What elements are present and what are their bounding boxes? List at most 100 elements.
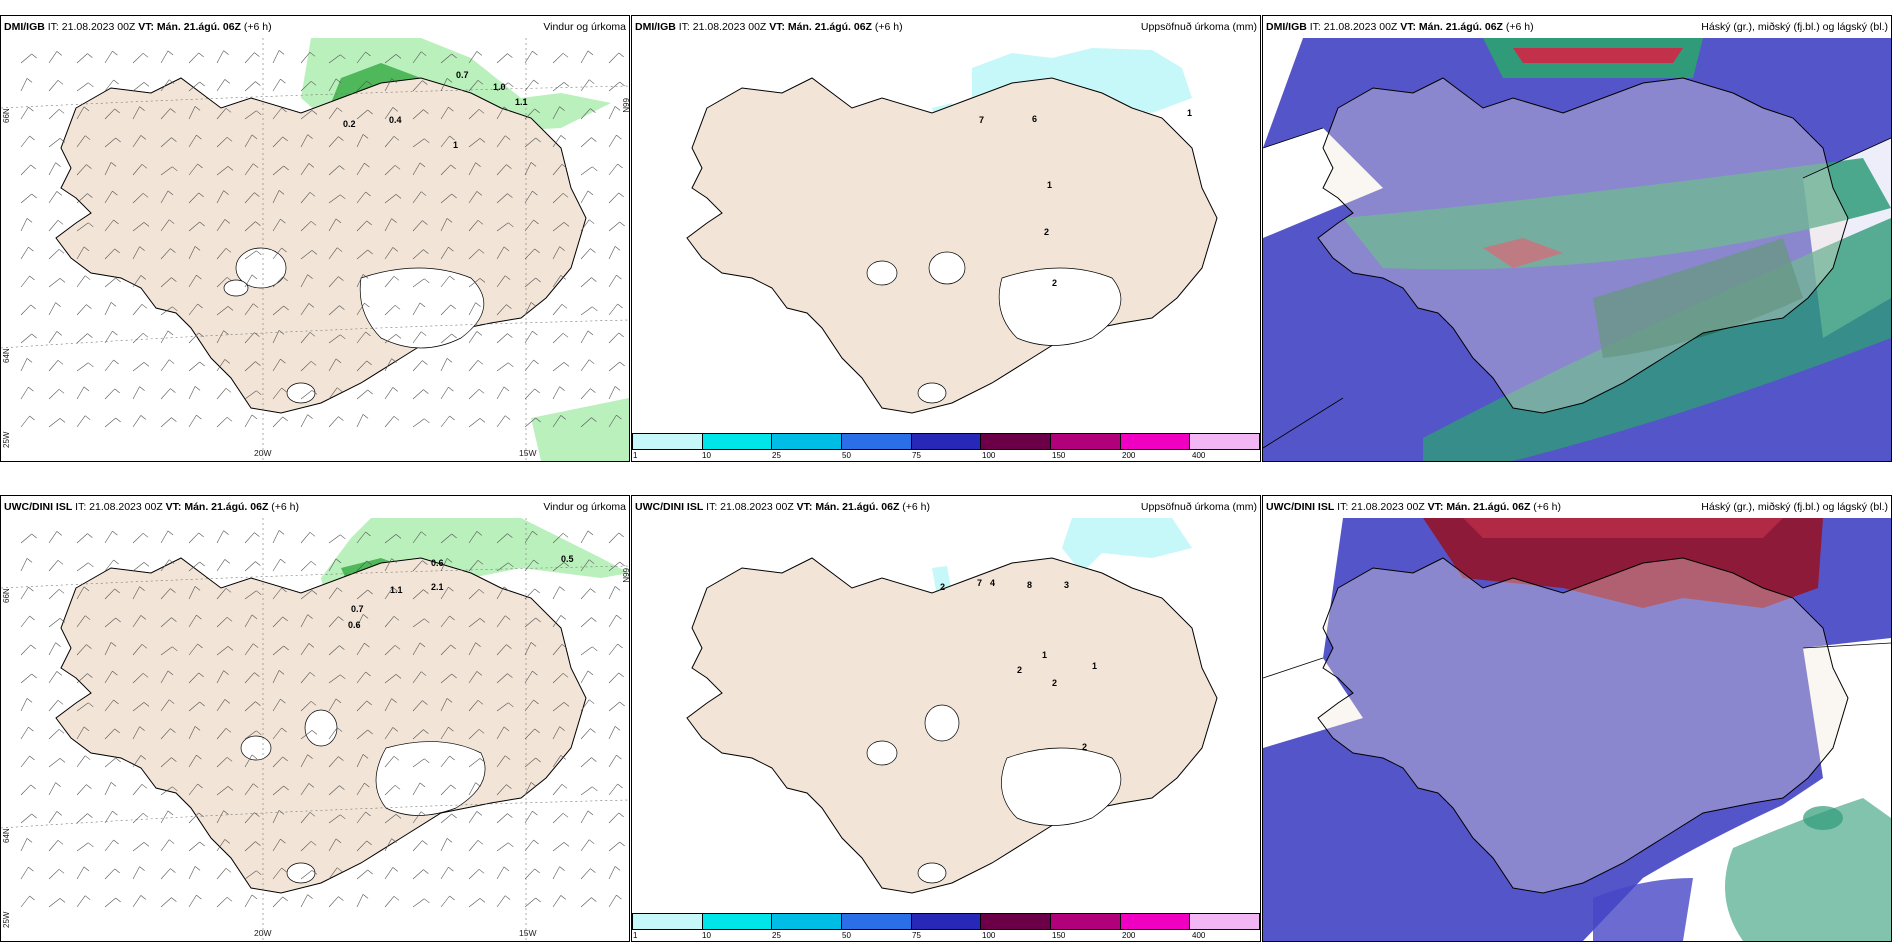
wind-barb-feather <box>505 615 511 620</box>
wind-barb <box>272 330 280 344</box>
wind-barb <box>524 642 532 656</box>
panel-header: UWC/DINI ISL IT: 21.08.2023 00Z VT: Mán.… <box>1 496 629 518</box>
wind-barb <box>160 277 172 288</box>
wind-barb-feather <box>224 219 230 224</box>
wind-barb <box>552 415 562 428</box>
wind-barb-feather <box>335 78 342 84</box>
wind-barb <box>580 728 591 740</box>
wind-barb <box>440 895 450 908</box>
wind-barb-feather <box>446 558 453 563</box>
wind-barb <box>244 783 254 796</box>
wind-barb-feather <box>367 729 373 735</box>
wind-barb-feather <box>587 50 594 56</box>
wind-barb <box>160 79 170 92</box>
wind-barb <box>216 897 228 908</box>
wind-barb-feather <box>58 109 65 114</box>
lon-label-15w: 15W <box>519 448 536 458</box>
wind-barb <box>328 867 338 880</box>
wind-barb <box>20 135 30 148</box>
wind-barb-feather <box>171 617 177 622</box>
wind-barb-feather <box>281 867 287 873</box>
valid-time: VT: Mán. 21.ágú. 06Z <box>1427 501 1531 513</box>
wind-barb-feather <box>199 221 205 227</box>
wind-barb-feather <box>227 646 234 651</box>
wind-barb-feather <box>143 702 150 707</box>
wind-barb <box>608 812 619 824</box>
wind-barb-feather <box>507 673 513 678</box>
wind-barb-feather <box>562 533 569 538</box>
wind-barb <box>608 246 616 260</box>
wind-barb-feather <box>421 531 427 536</box>
wind-barb-feather <box>114 728 120 734</box>
wind-barb <box>328 387 338 400</box>
lead-time: (+6 h) <box>1533 501 1562 513</box>
iceland-landmass <box>55 77 587 414</box>
panel-row1-wind: DMI/IGB IT: 21.08.2023 00Z VT: Mán. 21.á… <box>0 15 630 462</box>
wind-barb-feather <box>560 135 566 140</box>
wind-barb-feather <box>339 645 345 650</box>
wind-barb <box>496 702 509 712</box>
wind-barb <box>524 782 532 796</box>
wind-barb-feather <box>29 755 35 761</box>
wind-barb-feather <box>365 51 371 57</box>
wind-barb-feather <box>562 333 569 338</box>
value-labels: 7 6 1 1 2 2 <box>979 108 1192 288</box>
wind-barbs <box>20 50 625 428</box>
wind-barb-feather <box>226 897 233 902</box>
wind-barb-feather <box>449 275 455 281</box>
wind-barb <box>188 726 196 740</box>
wind-barb <box>412 869 424 880</box>
accum-precip-map: 2 7 4 8 3 1 2 1 2 2 <box>632 518 1260 913</box>
wind-barb <box>468 138 481 148</box>
colorbar: 1 10 25 50 75 100 150 200 400 <box>632 433 1260 461</box>
wind-barb-feather <box>508 702 514 708</box>
wind-barb-feather <box>362 894 369 899</box>
wind-barb <box>524 359 534 372</box>
wind-barb <box>244 163 254 176</box>
wind-barb <box>20 615 30 628</box>
wind-barb-feather <box>226 417 233 422</box>
wind-barb-feather <box>476 51 482 56</box>
wind-barb <box>244 730 257 740</box>
wind-barb <box>412 302 421 316</box>
wind-barb <box>552 813 564 824</box>
iceland-landmass <box>1317 77 1849 414</box>
wind-barb-feather <box>311 390 318 395</box>
wind-barb-feather <box>337 727 343 732</box>
wind-barb <box>580 137 592 148</box>
wind-barb-feather <box>280 838 286 844</box>
wind-barb <box>608 894 617 908</box>
wind-barb <box>384 136 395 148</box>
wind-barb <box>160 306 173 316</box>
wind-barb <box>496 164 507 176</box>
wind-barb-feather <box>254 812 260 817</box>
wind-barb <box>272 838 281 852</box>
wind-barb <box>552 106 560 120</box>
wind-barb-feather <box>114 248 120 254</box>
wind-barb <box>188 106 196 120</box>
wind-barb <box>356 191 366 204</box>
wind-barb-feather <box>226 757 233 762</box>
wind-barb-feather <box>58 869 65 874</box>
wind-barb-feather <box>253 303 259 308</box>
wind-barb-feather <box>559 866 565 871</box>
lat-label-64n: 64N <box>2 348 11 363</box>
wind-barb-feather <box>478 389 485 394</box>
wind-barb-feather <box>503 246 510 252</box>
wind-barb <box>552 333 564 344</box>
wind-barb-feather <box>503 386 510 392</box>
wind-barb-feather <box>139 246 145 251</box>
wind-barb-feather <box>223 330 229 335</box>
colorbar-tick: 50 <box>842 451 851 460</box>
wind-barb <box>468 249 480 260</box>
wind-barb-feather <box>587 190 594 196</box>
wind-barb <box>216 330 224 344</box>
colorbar-swatch <box>911 914 982 929</box>
wind-barb-feather <box>254 672 260 677</box>
wind-barb <box>272 165 284 176</box>
wind-barb <box>188 783 198 796</box>
wind-barb-feather <box>533 559 539 565</box>
wind-barb <box>272 107 282 120</box>
wind-barb <box>496 82 509 92</box>
wind-barb-feather <box>56 531 62 536</box>
